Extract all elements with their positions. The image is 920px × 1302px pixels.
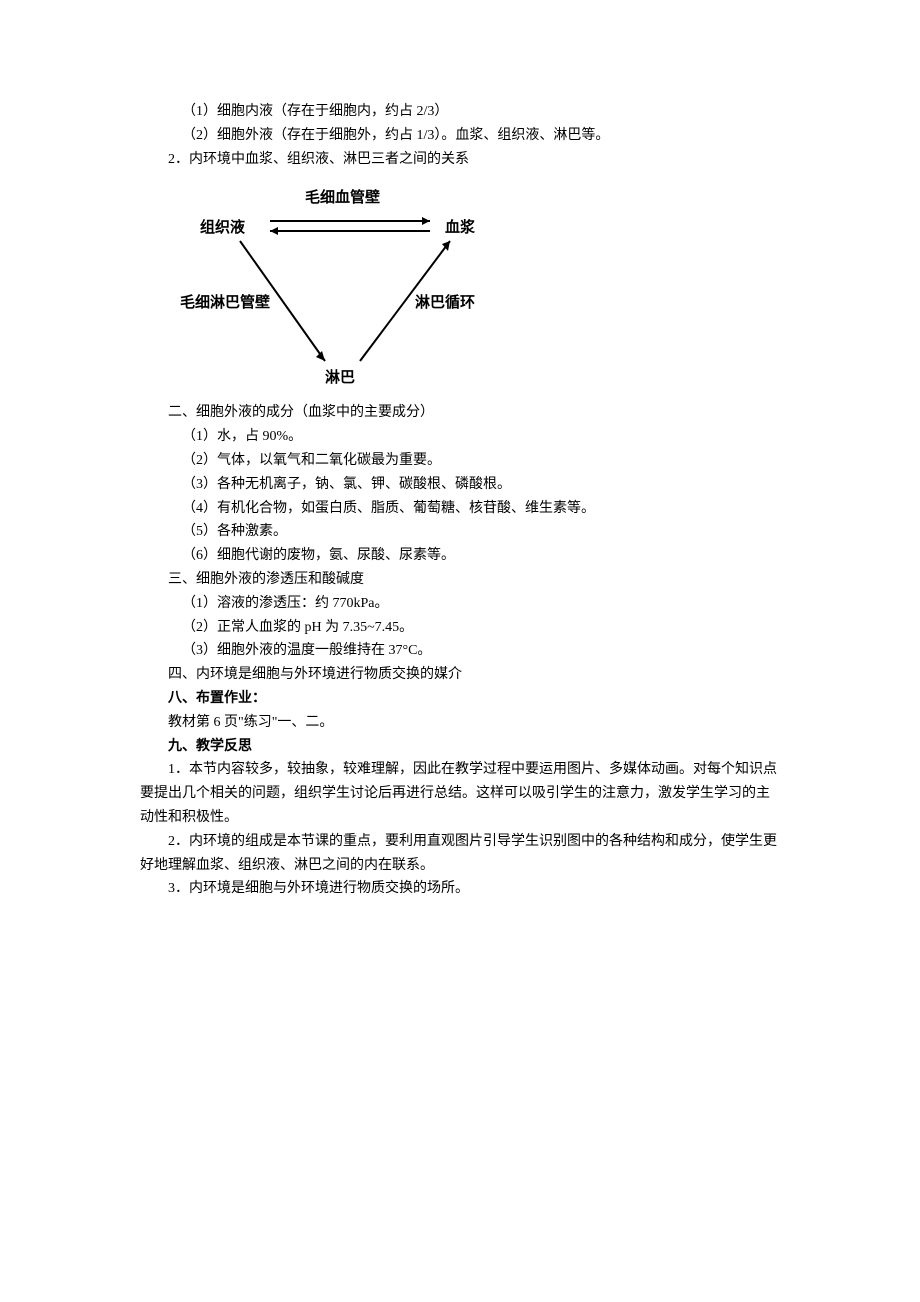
diagram-right-mid-label: 淋巴循环 — [415, 291, 475, 312]
section-2-item-2: （2）气体，以氧气和二氧化碳最为重要。 — [140, 449, 780, 473]
section-3-title: 三、细胞外液的渗透压和酸碱度 — [140, 568, 780, 592]
section-9-p1: 1．本节内容较多，较抽象，较难理解，因此在教学过程中要运用图片、多媒体动画。对每… — [140, 758, 780, 829]
section-3-item-1: （1）溶液的渗透压：约 770kPa。 — [140, 592, 780, 616]
section-9-p3: 3．内环境是细胞与外环境进行物质交换的场所。 — [140, 877, 780, 901]
section-8-content: 教材第 6 页"练习"一、二。 — [140, 711, 780, 735]
section-8-heading: 八、布置作业： — [140, 687, 780, 711]
diagram-bottom-label: 淋巴 — [325, 366, 355, 387]
arrows-svg — [180, 181, 540, 391]
section-2-item-3: （3）各种无机离子，钠、氯、钾、碳酸根、磷酸根。 — [140, 473, 780, 497]
section-4-title: 四、内环境是细胞与外环境进行物质交换的媒介 — [140, 663, 780, 687]
diagram-top-label: 毛细血管壁 — [305, 186, 380, 207]
section-9-heading: 九、教学反思 — [140, 735, 780, 759]
section-2-item-4: （4）有机化合物，如蛋白质、脂质、葡萄糖、核苷酸、维生素等。 — [140, 497, 780, 521]
section-9-p2: 2．内环境的组成是本节课的重点，要利用直观图片引导学生识别图中的各种结构和成分，… — [140, 830, 780, 878]
section-2-item-5: （5）各种激素。 — [140, 520, 780, 544]
section-2-title: 二、细胞外液的成分（血浆中的主要成分） — [140, 401, 780, 425]
diagram-left-label: 组织液 — [200, 216, 245, 237]
list-item-1-2: （2）细胞外液（存在于细胞外，约占 1/3）。血浆、组织液、淋巴等。 — [140, 124, 780, 148]
list-item-2: 2．内环境中血浆、组织液、淋巴三者之间的关系 — [140, 148, 780, 172]
list-item-1-1: （1）细胞内液（存在于细胞内，约占 2/3） — [140, 100, 780, 124]
relationship-diagram: 毛细血管壁 组织液 血浆 毛细淋巴管壁 淋巴循环 淋巴 — [180, 181, 540, 391]
section-3-item-3: （3）细胞外液的温度一般维持在 37°C。 — [140, 639, 780, 663]
diagram-left-mid-label: 毛细淋巴管壁 — [180, 291, 270, 312]
section-3-item-2: （2）正常人血浆的 pH 为 7.35~7.45。 — [140, 616, 780, 640]
diagram-right-label: 血浆 — [445, 216, 475, 237]
section-2-item-6: （6）细胞代谢的废物，氨、尿酸、尿素等。 — [140, 544, 780, 568]
section-2-item-1: （1）水，占 90%。 — [140, 425, 780, 449]
